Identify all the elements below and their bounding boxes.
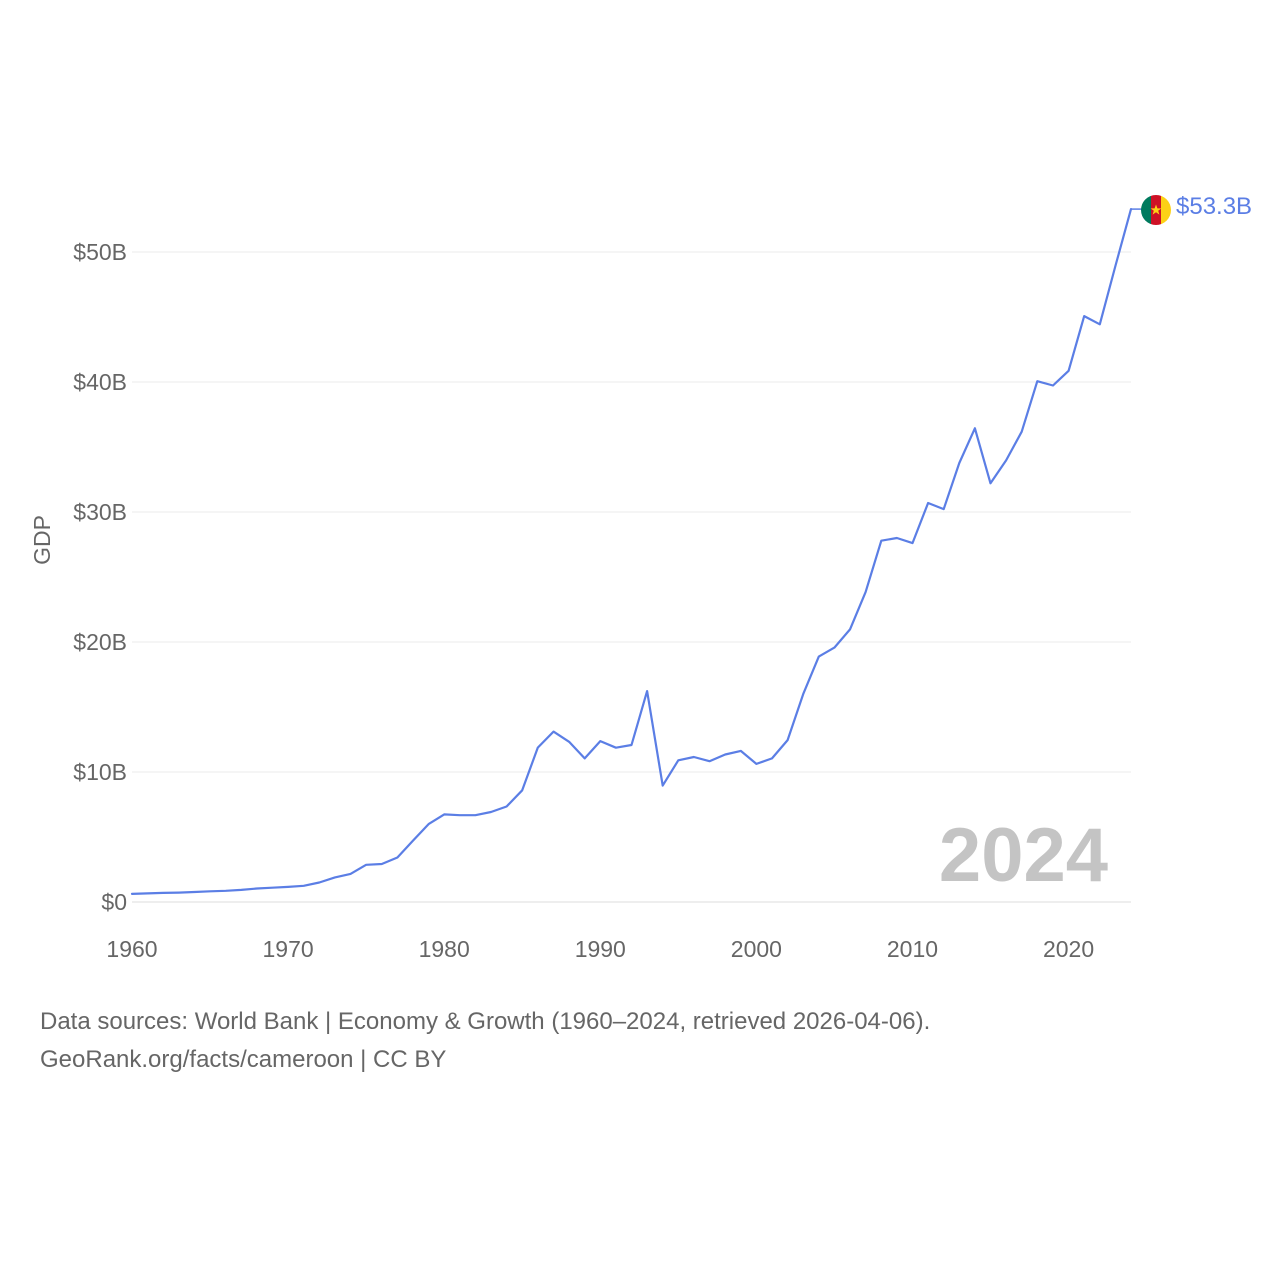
y-tick-label: $10B: [73, 759, 127, 785]
x-tick-label: 1980: [419, 936, 470, 962]
y-tick-label: $0: [101, 889, 127, 915]
y-tick-label: $30B: [73, 499, 127, 525]
attribution-line: GeoRank.org/facts/cameroon | CC BY: [40, 1046, 447, 1073]
y-axis-label: GDP: [29, 515, 55, 565]
data-source-footer: Data sources: World Bank | Economy & Gro…: [40, 1003, 930, 1079]
y-axis-ticks: $0 $10B $20B $30B $40B $50B: [73, 239, 127, 915]
x-axis-ticks: 1960 1970 1980 1990 2000 2010 2020: [106, 936, 1094, 962]
gridlines: [132, 251, 1131, 903]
gdp-series-line: [130, 208, 1133, 895]
y-tick-label: $40B: [73, 369, 127, 395]
x-tick-label: 2000: [731, 936, 782, 962]
gdp-line-chart: $0 $10B $20B $30B $40B $50B 1960 1970 1980 1990 2…: [29, 193, 1252, 962]
source-line: Data sources: World Bank | Economy & Gro…: [40, 1008, 931, 1035]
x-tick-label: 1970: [263, 936, 314, 962]
y-tick-label: $20B: [73, 629, 127, 655]
x-tick-label: 1960: [106, 936, 157, 962]
x-tick-label: 2020: [1043, 936, 1094, 962]
cameroon-flag-icon: [1141, 195, 1171, 225]
x-tick-label: 1990: [575, 936, 626, 962]
x-tick-label: 2010: [887, 936, 938, 962]
end-value-label: $53.3B: [1176, 193, 1252, 220]
y-tick-label: $50B: [73, 239, 127, 265]
current-year-label: 2024: [939, 813, 1108, 898]
